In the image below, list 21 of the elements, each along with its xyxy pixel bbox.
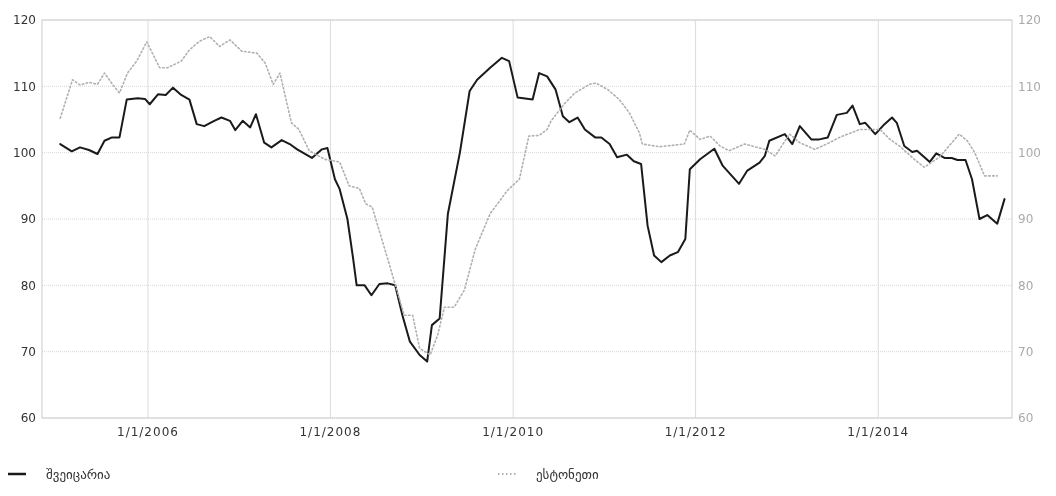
y-tick-label: 90 [20, 212, 36, 227]
y-tick-label: 110 [13, 79, 36, 94]
y2-tick-label: 60 [1018, 411, 1034, 426]
y-tick-label: 60 [20, 411, 36, 426]
legend-label: ესტონეთი [536, 466, 599, 482]
x-tick-label: 1/1/2006 [117, 425, 179, 439]
x-tick-label: 1/1/2012 [664, 425, 727, 439]
y2-tick-label: 80 [1018, 278, 1034, 293]
y2-tick-label: 90 [1018, 212, 1034, 227]
x-tick-label: 1/1/2014 [847, 425, 910, 439]
y-tick-label: 120 [13, 13, 36, 28]
legend-label: შვეიცარია [46, 466, 111, 482]
y2-tick-label: 120 [1018, 13, 1041, 28]
y-tick-label: 70 [20, 344, 36, 359]
x-tick-label: 1/1/2010 [482, 425, 545, 439]
x-tick-label: 1/1/2008 [299, 425, 362, 439]
y2-tick-label: 110 [1018, 79, 1041, 94]
y2-tick-label: 70 [1018, 344, 1034, 359]
y-tick-label: 80 [20, 278, 36, 293]
y-tick-label: 100 [13, 145, 36, 160]
y2-tick-label: 100 [1018, 145, 1041, 160]
